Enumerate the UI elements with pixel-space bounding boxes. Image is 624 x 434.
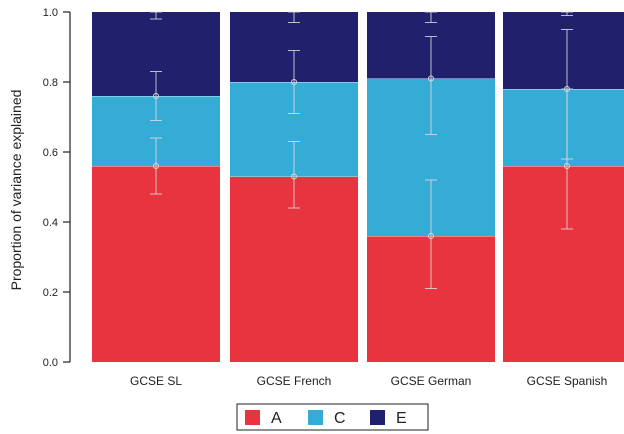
y-tick-label: 0.8 <box>43 77 58 89</box>
y-tick-label: 0.2 <box>43 287 58 299</box>
legend-swatch-e <box>370 410 385 425</box>
category-labels: GCSE SL GCSE French GCSE German GCSE Spanis… <box>130 374 607 388</box>
error-bar-a <box>150 137 162 195</box>
error-bar-e <box>288 11 300 23</box>
error-bar-e <box>425 11 437 23</box>
category-label: GCSE French <box>257 374 332 388</box>
category-label: GCSE German <box>391 374 472 388</box>
error-bar-c <box>561 29 573 160</box>
bar-segment-c <box>503 89 624 166</box>
legend-swatch-a <box>245 410 260 425</box>
y-axis-title: Proportion of variance explained <box>8 90 24 291</box>
error-bar-e <box>561 11 573 16</box>
y-tick-label: 0.6 <box>43 147 58 159</box>
bar-segment-a <box>92 166 220 362</box>
category-label: GCSE SL <box>130 374 182 388</box>
error-bar-c <box>425 36 437 135</box>
legend-label-e: E <box>396 410 407 427</box>
error-bar-a <box>288 141 300 209</box>
y-tick-label: 0.4 <box>43 217 58 229</box>
error-bar-a <box>425 179 437 289</box>
y-tick-label: 0.0 <box>43 357 58 369</box>
error-bar-c <box>288 50 300 114</box>
error-bar-e <box>150 11 162 20</box>
legend-label-c: C <box>334 410 346 427</box>
legend-label-a: A <box>271 410 282 427</box>
legend-swatch-c <box>308 410 323 425</box>
legend-frame <box>236 403 429 431</box>
error-bar-c <box>150 71 162 121</box>
y-axis-ticks: 0.0 0.2 0.4 0.6 0.8 1.0 <box>43 7 70 369</box>
bar-segment-a <box>503 166 624 362</box>
bars <box>92 12 624 362</box>
y-tick-label: 1.0 <box>43 7 58 19</box>
category-label: GCSE Spanish <box>527 374 608 388</box>
bar-segment-e <box>503 12 624 89</box>
error-bars <box>150 11 573 289</box>
